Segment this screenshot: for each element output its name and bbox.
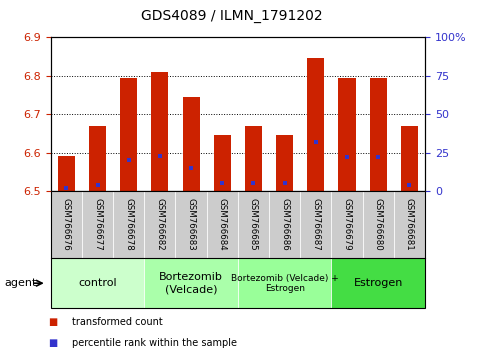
Text: GSM766681: GSM766681 xyxy=(405,198,414,251)
Text: control: control xyxy=(78,278,117,288)
Text: GSM766682: GSM766682 xyxy=(156,198,164,251)
Text: GSM766684: GSM766684 xyxy=(218,198,227,251)
Bar xyxy=(183,97,199,191)
Bar xyxy=(401,126,418,191)
Bar xyxy=(369,78,387,191)
Text: transformed count: transformed count xyxy=(72,317,163,327)
Text: agent: agent xyxy=(5,278,37,288)
Text: Bortezomib (Velcade) +
Estrogen: Bortezomib (Velcade) + Estrogen xyxy=(231,274,339,293)
Bar xyxy=(151,72,169,191)
Bar xyxy=(120,78,137,191)
Text: GSM766683: GSM766683 xyxy=(186,198,196,251)
Text: Estrogen: Estrogen xyxy=(354,278,403,288)
Text: ■: ■ xyxy=(48,338,57,348)
Bar xyxy=(213,135,231,191)
Text: GSM766676: GSM766676 xyxy=(62,198,71,251)
Text: Bortezomib
(Velcade): Bortezomib (Velcade) xyxy=(159,272,223,294)
Text: GSM766687: GSM766687 xyxy=(312,198,320,251)
Text: ■: ■ xyxy=(48,317,57,327)
Bar xyxy=(276,135,293,191)
Text: GSM766679: GSM766679 xyxy=(342,199,352,251)
Text: GSM766680: GSM766680 xyxy=(374,198,383,251)
Bar xyxy=(89,126,106,191)
Text: GSM766678: GSM766678 xyxy=(124,198,133,251)
Text: GSM766685: GSM766685 xyxy=(249,198,258,251)
Bar xyxy=(245,126,262,191)
Text: GSM766686: GSM766686 xyxy=(280,198,289,251)
Bar xyxy=(307,58,325,191)
Bar xyxy=(58,156,75,191)
Text: percentile rank within the sample: percentile rank within the sample xyxy=(72,338,238,348)
Text: GSM766677: GSM766677 xyxy=(93,198,102,251)
Bar xyxy=(339,78,355,191)
Text: GDS4089 / ILMN_1791202: GDS4089 / ILMN_1791202 xyxy=(141,9,323,23)
